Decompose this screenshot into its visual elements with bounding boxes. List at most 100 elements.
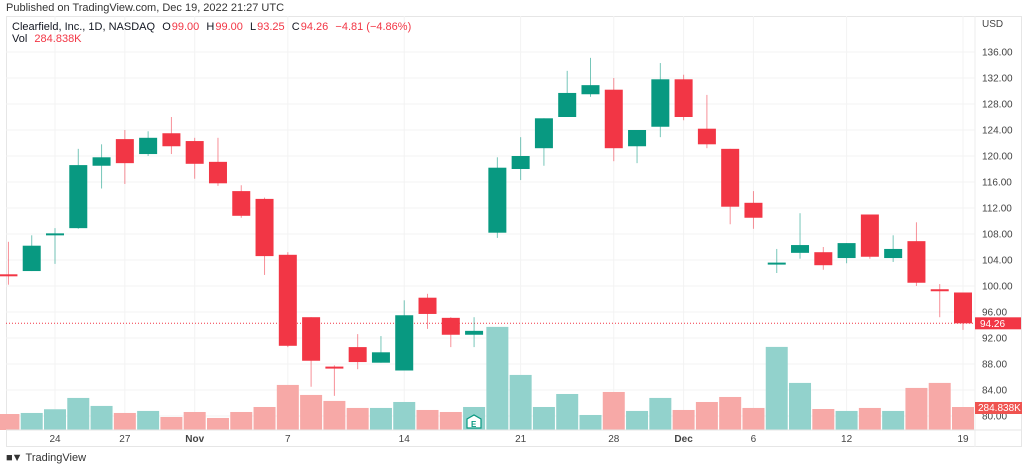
symbol-title[interactable]: Clearfield, Inc., 1D, NASDAQ (12, 21, 156, 33)
candle (884, 235, 903, 262)
earnings-icon (466, 414, 482, 429)
candle-body (697, 128, 716, 145)
volume-bar (812, 409, 835, 430)
volume-bars (0, 326, 974, 430)
candle (418, 293, 437, 329)
y-tick-label: 92.00 (982, 334, 1007, 345)
candle-body (581, 85, 600, 95)
candle-body (628, 130, 647, 147)
volume-bar (137, 410, 160, 430)
volume-bar (789, 382, 812, 430)
candle (814, 247, 833, 270)
candle (325, 365, 344, 396)
tradingview-logo[interactable]: ■▼ TradingView (6, 452, 86, 464)
candle (232, 185, 251, 218)
candle (395, 300, 414, 371)
change-value: −4.81 (−4.86%) (335, 21, 412, 33)
y-tick-label: 104.00 (982, 256, 1013, 267)
volume-bar (556, 393, 579, 430)
volume-bar (672, 409, 695, 430)
candle (558, 70, 577, 117)
x-tick-label: 12 (841, 434, 853, 445)
candle (628, 130, 647, 164)
candle-body (907, 241, 926, 283)
volume-bar (206, 417, 229, 430)
high-value: 99.00 (215, 21, 243, 33)
candle-body (674, 79, 693, 117)
candle-body (162, 133, 181, 147)
candle (791, 213, 810, 259)
candle (441, 317, 460, 348)
x-tick-label: 21 (515, 434, 527, 445)
candle-body (232, 191, 251, 216)
x-tick-label: 6 (751, 434, 757, 445)
volume-bar (765, 346, 788, 430)
x-tick-label: 19 (957, 434, 969, 445)
y-tick-label: 96.00 (982, 308, 1007, 319)
candle (860, 214, 879, 259)
y-tick-label: 136.00 (982, 48, 1013, 59)
earnings-marker[interactable]: E (466, 414, 482, 429)
candle (46, 228, 64, 264)
volume-bar (393, 401, 416, 430)
candle-body (767, 262, 786, 265)
candle (255, 197, 274, 275)
volume-bar (67, 397, 90, 430)
volume-bar (276, 384, 299, 430)
candle-body (22, 245, 41, 272)
candle (22, 235, 41, 272)
candle-body (721, 148, 740, 207)
y-tick-label: 100.00 (982, 282, 1013, 293)
y-tick-label: 84.00 (982, 386, 1007, 397)
candle (604, 78, 623, 162)
volume-bar (626, 410, 649, 430)
price-axis: 136.00 132.00 128.00 124.00 120.00 116.00 112.… (982, 48, 1013, 423)
candle-body (208, 161, 227, 184)
candle (185, 137, 204, 179)
candle-body (930, 289, 949, 292)
x-tick-label: 7 (285, 434, 291, 445)
candle (534, 118, 553, 166)
volume-bar (882, 410, 905, 430)
volume-bar (230, 411, 253, 430)
volume-bar (0, 414, 20, 430)
volume-bar (719, 396, 742, 430)
candle (954, 292, 972, 330)
candle (767, 248, 786, 273)
candle (907, 222, 926, 286)
low-value: 93.25 (257, 21, 285, 33)
candle (465, 317, 484, 348)
volume-bar (905, 387, 928, 430)
y-tick-label: 124.00 (982, 126, 1013, 137)
volume-bar (486, 326, 509, 430)
volume-bar (602, 391, 625, 430)
close-label: C (291, 21, 300, 33)
volume-bar (416, 409, 439, 430)
candle (278, 252, 297, 348)
last-price-badge: 94.26 (975, 317, 1021, 330)
x-tick-label: 24 (49, 434, 61, 445)
candle (348, 334, 367, 370)
candle-body (278, 254, 297, 346)
candle-body (954, 292, 972, 324)
volume-bar (742, 407, 765, 430)
candle-body (441, 317, 460, 335)
candle-body (884, 248, 903, 259)
candle-body (558, 92, 577, 117)
candle-body (860, 214, 879, 257)
candle (139, 131, 158, 156)
y-tick-label: 80.00 (982, 412, 1007, 423)
candle-body (651, 79, 670, 127)
x-tick-label: 28 (608, 434, 620, 445)
candle-body (371, 352, 390, 363)
candle-body (185, 141, 204, 164)
y-tick-label: 112.00 (982, 204, 1012, 215)
volume-bar (649, 397, 672, 430)
candle (92, 144, 111, 189)
volume-bar (253, 406, 276, 430)
y-tick-label: 116.00 (982, 178, 1012, 189)
y-tick-label: 108.00 (982, 230, 1013, 241)
volume-bar (300, 394, 323, 430)
candle (581, 57, 600, 97)
